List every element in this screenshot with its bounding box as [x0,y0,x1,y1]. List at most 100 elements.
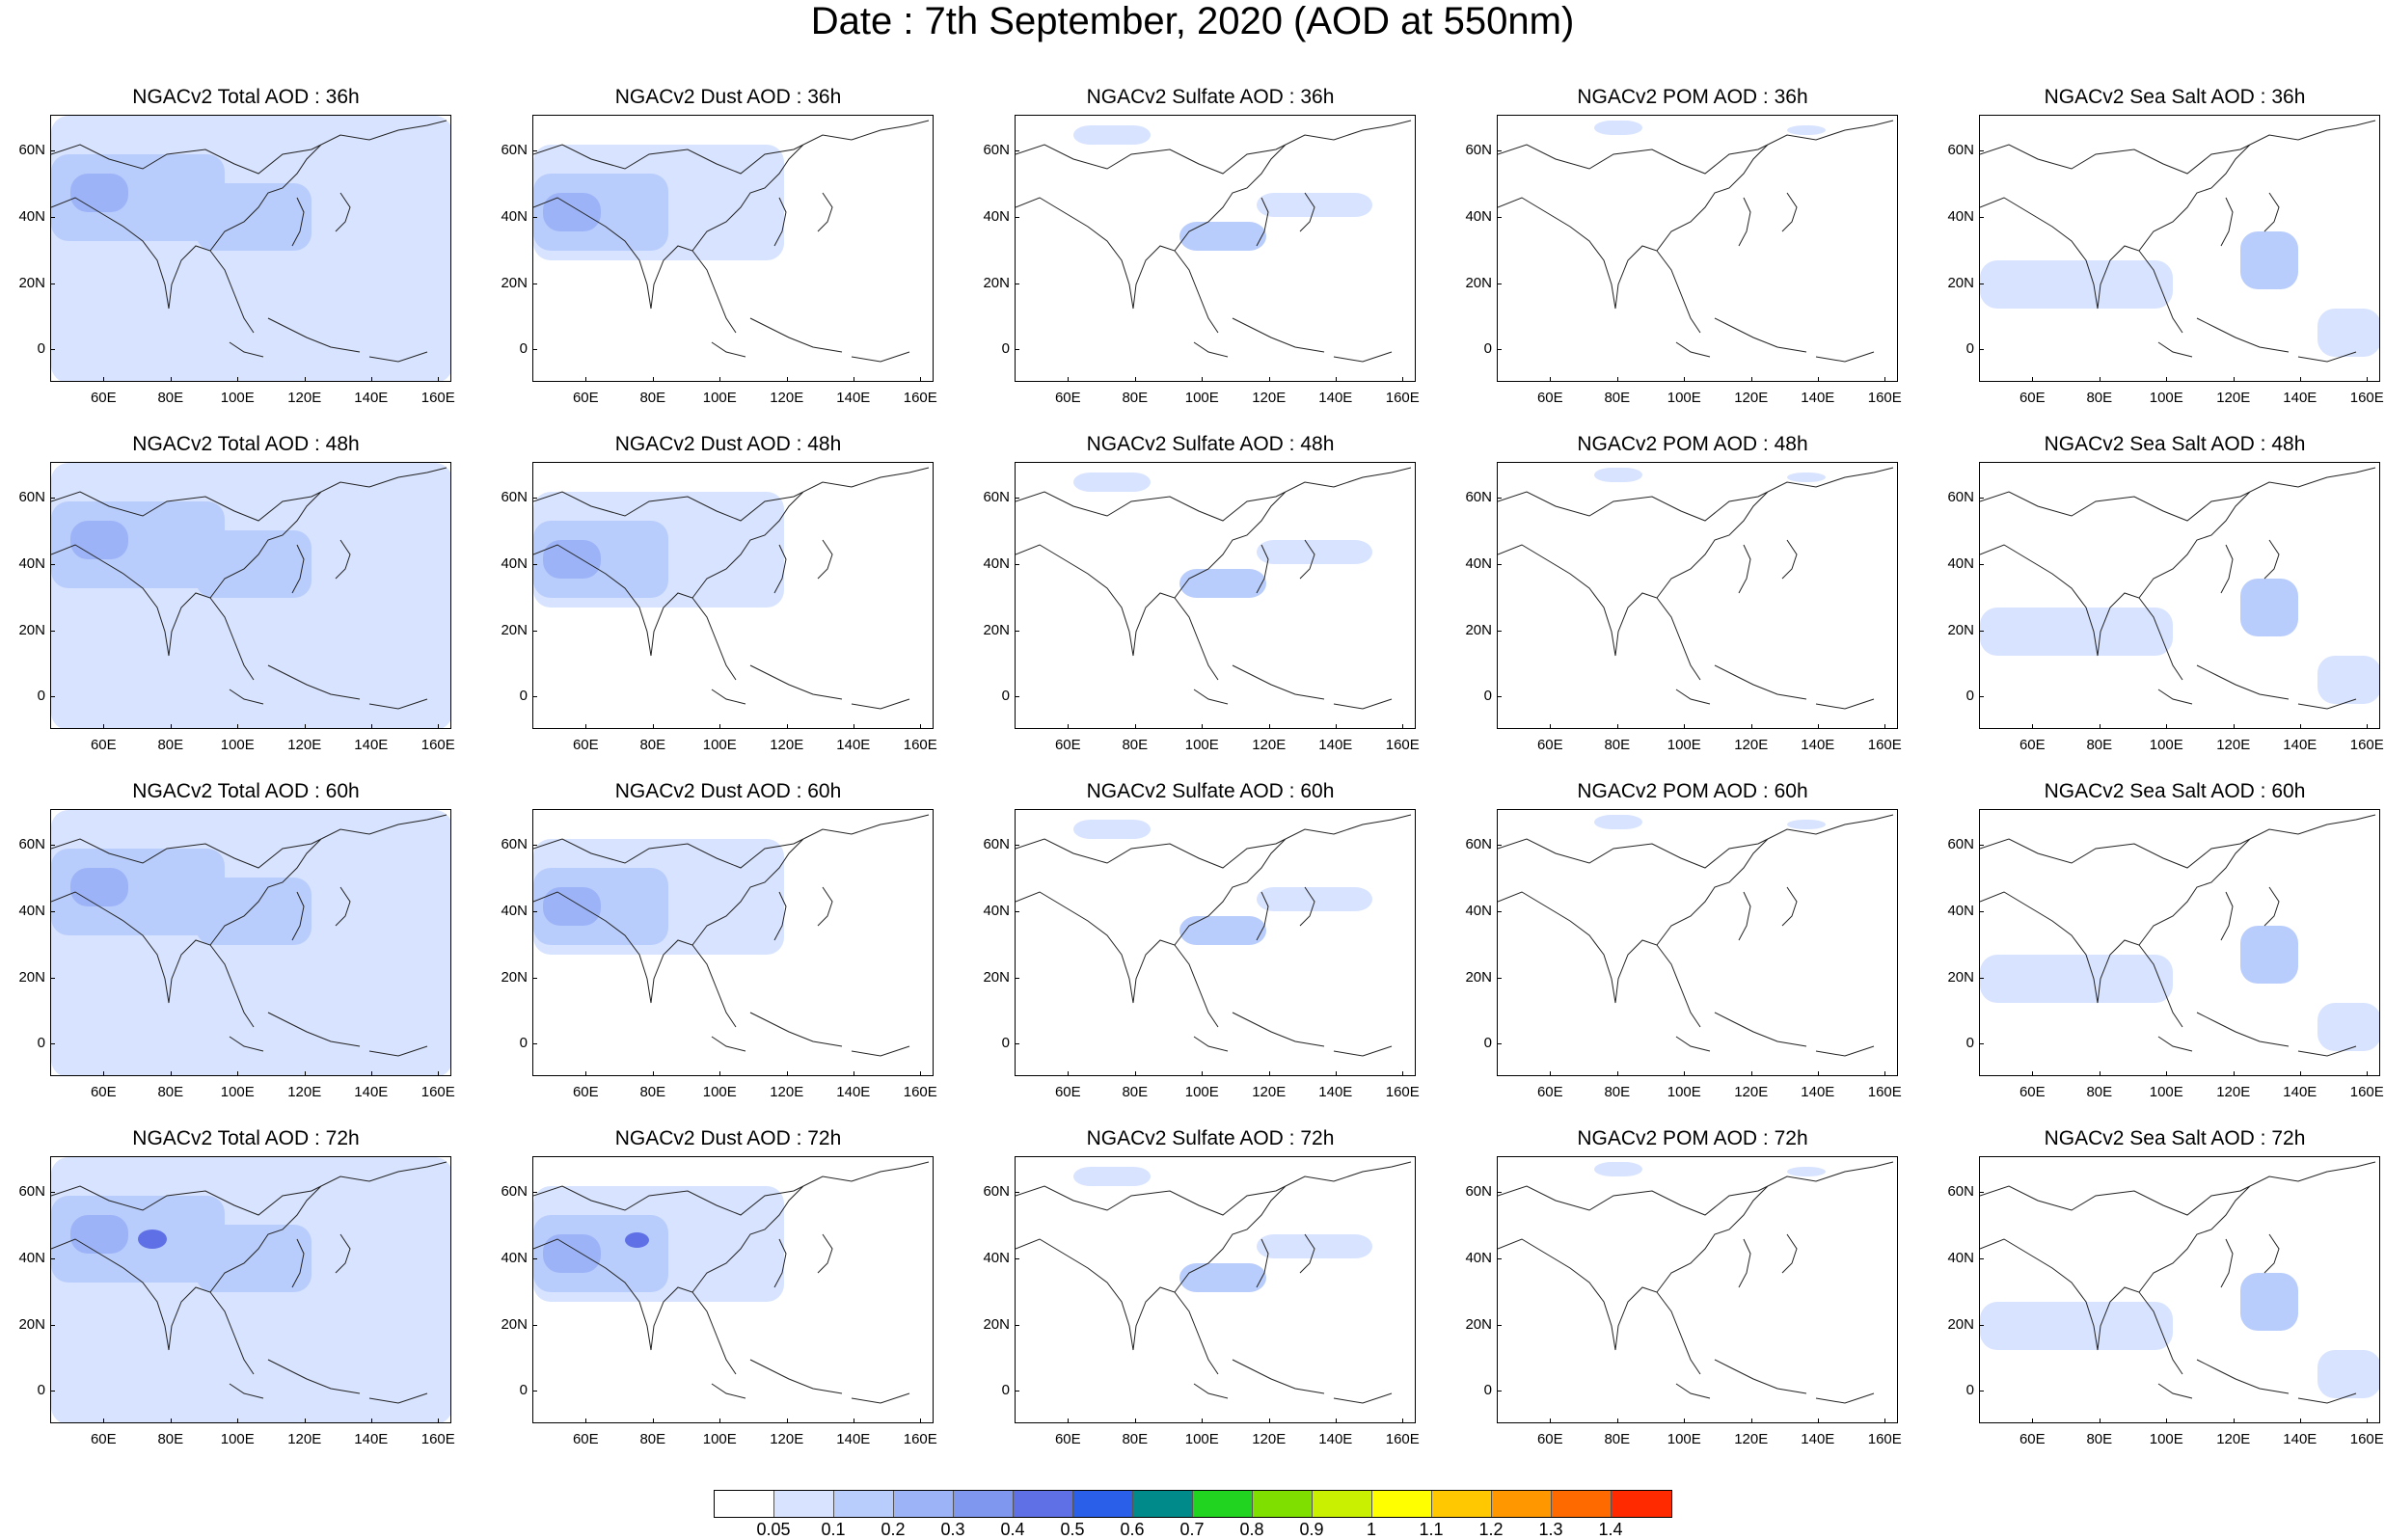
x-tick-label: 100E [1667,390,1701,406]
x-tick-mark [652,377,654,382]
y-tick-label: 40N [983,1250,1010,1267]
x-tick-mark [920,1071,922,1076]
coastline [1498,814,1894,1057]
map-plot-area [50,115,451,382]
aod-region [1594,1162,1642,1176]
x-tick-label: 160E [420,1084,455,1100]
aod-region [625,1232,649,1248]
y-tick-mark [532,911,537,913]
x-tick-label: 140E [836,1431,871,1447]
y-tick-label: 40N [1947,208,1974,226]
y-tick-label: 0 [1001,688,1010,705]
x-tick-label: 60E [1536,737,1563,753]
y-tick-mark [1979,696,1984,698]
x-tick-mark [1817,724,1819,729]
x-tick-mark [2032,1071,2034,1076]
y-tick-mark [1979,1192,1984,1194]
x-tick-label: 100E [1667,1084,1701,1100]
x-tick-label: 80E [639,737,666,753]
x-tick-mark [2367,1071,2369,1076]
x-tick-mark [304,724,306,729]
map-panel: NGACv2 POM AOD : 36h 60N 40N 20N 0 60E 80E 100E… [1451,85,1934,418]
x-tick-mark [1884,724,1886,729]
x-tick-mark [1134,1418,1136,1423]
x-tick-mark [2299,1071,2301,1076]
map-plot-area [1015,115,1416,382]
y-tick-mark [1015,845,1019,847]
x-tick-mark [920,1418,922,1423]
x-tick-label: 80E [639,390,666,406]
y-tick-mark [532,1324,537,1326]
x-tick-label: 140E [1801,1431,1835,1447]
x-tick-label: 160E [1385,1084,1420,1100]
aod-region [2240,579,2298,636]
x-tick-mark [2233,724,2235,729]
x-tick-label: 80E [639,1084,666,1100]
y-tick-mark [1979,498,1984,500]
y-tick-label: 0 [1001,1382,1010,1399]
x-tick-mark [585,1418,587,1423]
x-tick-label: 80E [1122,737,1149,753]
x-tick-mark [1550,724,1552,729]
map-panel: NGACv2 Sea Salt AOD : 60h 60N 40N 20N 0 60E 80… [1934,779,2385,1112]
y-tick-mark [532,1043,537,1045]
x-tick-label: 140E [2283,737,2317,753]
x-tick-label: 140E [1801,1084,1835,1100]
map-plot-area [1015,1156,1416,1423]
aod-region [543,887,601,926]
x-tick-label: 80E [157,737,184,753]
colorbar-label: 1.3 [1538,1520,1563,1539]
x-tick-label: 100E [1667,1431,1701,1447]
y-tick-mark [1979,349,1984,351]
map-panel: NGACv2 Total AOD : 48h 60N 40N 20N 0 60E 80E 10… [5,432,487,765]
y-tick-mark [532,498,537,500]
colorbar-swatch [1073,1491,1133,1517]
colorbar-swatch [1253,1491,1313,1517]
map-plot-area [1979,1156,2380,1423]
colorbar [714,1490,1672,1518]
x-tick-mark [1402,1071,1404,1076]
x-tick-mark [1268,1418,1270,1423]
x-tick-label: 100E [1667,737,1701,753]
x-tick-label: 160E [2349,390,2384,406]
y-tick-label: 60N [501,1183,528,1201]
y-tick-label: 60N [18,142,45,159]
x-tick-mark [1684,377,1686,382]
aod-region [2317,1350,2379,1398]
x-tick-mark [438,1418,440,1423]
x-tick-label: 160E [420,390,455,406]
x-tick-label: 120E [770,1084,804,1100]
x-tick-label: 100E [702,1431,737,1447]
colorbar-label: 0.05 [756,1520,791,1539]
coastline [533,467,930,710]
x-tick-mark [920,724,922,729]
y-tick-label: 60N [18,1183,45,1201]
x-tick-mark [170,377,172,382]
map-panel: NGACv2 Sea Salt AOD : 36h 60N 40N 20N 0 60E 80… [1934,85,2385,418]
y-tick-label: 60N [1947,836,1974,853]
x-tick-mark [585,377,587,382]
aod-field [533,467,930,710]
aod-region [1594,468,1642,482]
x-tick-mark [1068,1418,1070,1423]
y-tick-label: 40N [1465,903,1492,920]
aod-region [1787,820,1826,829]
y-tick-mark [1015,1324,1019,1326]
aod-region [2317,309,2379,357]
y-tick-label: 20N [501,621,528,638]
x-tick-mark [170,1418,172,1423]
y-tick-label: 0 [1483,688,1492,705]
panel-title: NGACv2 Sea Salt AOD : 48h [2044,433,2306,455]
colorbar-swatch [1552,1491,1612,1517]
aod-region [1257,193,1372,217]
y-tick-label: 40N [18,208,45,226]
x-tick-mark [1268,724,1270,729]
x-tick-label: 60E [572,1431,599,1447]
y-tick-label: 20N [18,621,45,638]
aod-region [1179,222,1266,251]
x-tick-mark [370,1071,372,1076]
y-tick-mark [1015,498,1019,500]
map-panel: NGACv2 Total AOD : 60h 60N 40N 20N 0 60E 80E 10… [5,779,487,1112]
x-tick-mark [438,724,440,729]
y-tick-label: 60N [1465,489,1492,506]
